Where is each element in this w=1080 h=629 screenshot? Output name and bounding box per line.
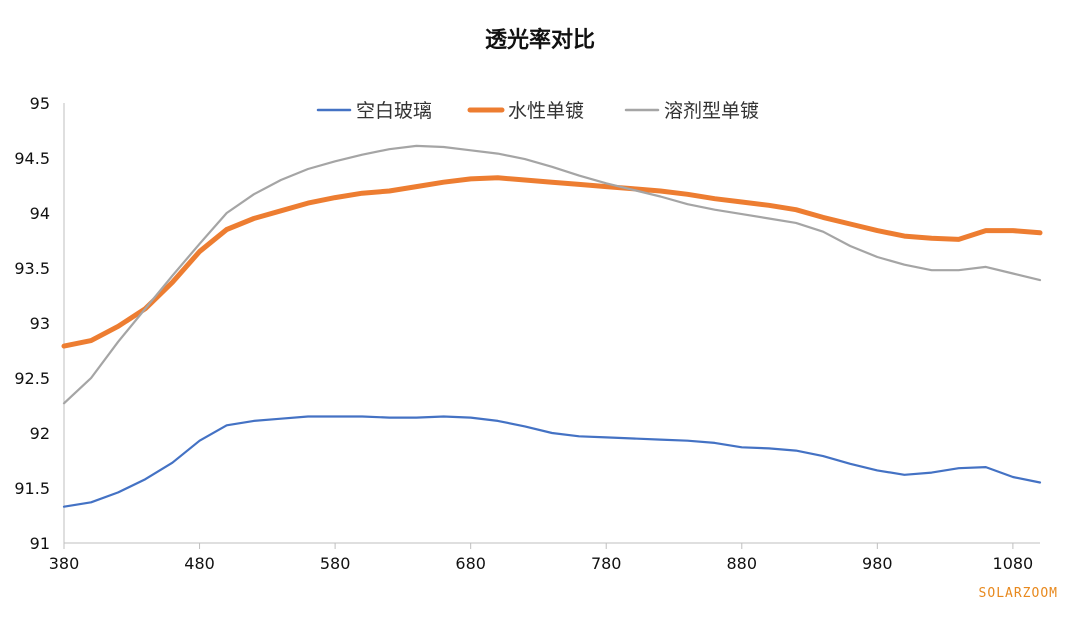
y-tick-label: 94.5 bbox=[14, 149, 50, 168]
y-tick-label: 91 bbox=[30, 534, 50, 553]
legend-label: 水性单镀 bbox=[508, 100, 584, 122]
series-line-1 bbox=[61, 175, 1043, 349]
series-line-0 bbox=[62, 415, 1042, 508]
legend-label: 溶剂型单镀 bbox=[664, 100, 759, 122]
x-tick-label: 880 bbox=[727, 554, 758, 573]
y-tick-label: 95 bbox=[30, 94, 50, 113]
chart-title: 透光率对比 bbox=[485, 27, 595, 53]
series-line-2 bbox=[62, 144, 1042, 405]
x-tick-label: 980 bbox=[862, 554, 893, 573]
legend: 空白玻璃 水性单镀 溶剂型单镀 bbox=[316, 100, 759, 122]
y-tick-label: 94 bbox=[30, 204, 50, 223]
y-tick-label: 91.5 bbox=[14, 479, 50, 498]
x-tick-label: 580 bbox=[320, 554, 351, 573]
x-tick-label: 780 bbox=[591, 554, 622, 573]
y-axis: 91 91.5 92 92.5 93 93.5 94 94.5 95 bbox=[14, 94, 65, 553]
x-tick-label: 1080 bbox=[993, 554, 1034, 573]
watermark-text: SOLARZOOM bbox=[978, 586, 1058, 601]
x-tick-label: 380 bbox=[49, 554, 80, 573]
legend-label: 空白玻璃 bbox=[356, 100, 432, 122]
x-tick-label: 480 bbox=[184, 554, 215, 573]
plot-area bbox=[61, 144, 1043, 508]
y-tick-label: 93 bbox=[30, 314, 50, 333]
y-tick-label: 92.5 bbox=[14, 369, 50, 388]
y-tick-label: 92 bbox=[30, 424, 50, 443]
x-axis: 380 480 580 680 780 880 980 1080 bbox=[49, 542, 1040, 573]
x-tick-label: 680 bbox=[455, 554, 486, 573]
y-tick-label: 93.5 bbox=[14, 259, 50, 278]
